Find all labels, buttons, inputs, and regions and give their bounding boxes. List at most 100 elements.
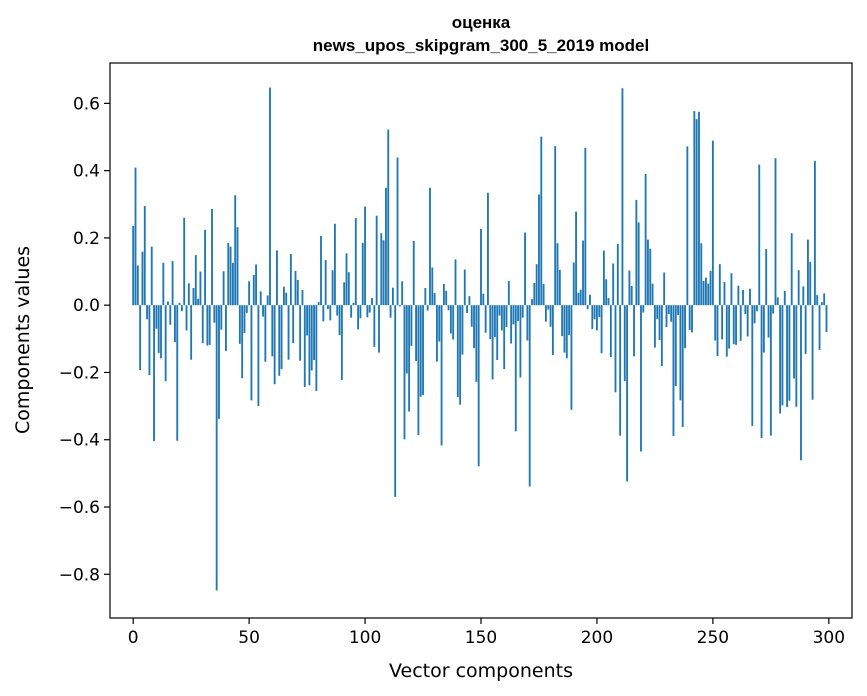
bar [693, 111, 696, 306]
bar [512, 305, 515, 325]
bar [350, 305, 353, 318]
bar [670, 305, 673, 322]
y-tick-label: 0.0 [73, 296, 100, 316]
bar [779, 305, 782, 414]
bar [454, 259, 457, 306]
bar [431, 267, 434, 306]
bar [424, 288, 427, 306]
bar [132, 225, 135, 306]
bar [218, 305, 220, 419]
bar [749, 288, 751, 306]
bar [769, 305, 772, 436]
bar [783, 291, 786, 306]
bar [746, 305, 749, 337]
bar [774, 158, 777, 306]
bar [389, 305, 392, 318]
bar [505, 305, 508, 328]
bar [343, 282, 346, 306]
bar [589, 294, 591, 306]
bar [150, 246, 153, 306]
bar [438, 305, 441, 342]
bar [141, 251, 144, 306]
bar [296, 279, 299, 306]
bar [795, 305, 798, 407]
bar [364, 206, 366, 306]
bar [192, 288, 195, 306]
bar [178, 302, 181, 306]
bar [660, 305, 663, 367]
bar [345, 253, 348, 306]
bar [347, 272, 350, 306]
bar [623, 305, 626, 382]
bar [259, 291, 262, 306]
bar [183, 217, 186, 306]
bar [651, 283, 654, 306]
bar [702, 280, 705, 306]
x-axis: 0 50 100 150 200 250 300 [128, 618, 845, 648]
bar [679, 305, 682, 401]
bar [663, 272, 666, 306]
bar [621, 88, 624, 306]
bar [800, 305, 802, 461]
bar [211, 208, 213, 306]
bar [700, 243, 703, 306]
bar [466, 305, 469, 313]
bar [635, 199, 638, 306]
bar [825, 305, 828, 333]
bar [245, 305, 248, 313]
bar [653, 305, 656, 348]
bar [155, 305, 158, 329]
bar [410, 305, 413, 346]
bar [772, 305, 775, 314]
bar [378, 305, 380, 353]
bar [718, 264, 721, 306]
bar [243, 305, 246, 334]
bar [807, 239, 809, 306]
bar [586, 305, 589, 310]
bar [507, 280, 510, 306]
bar [299, 305, 302, 361]
bar [419, 305, 422, 397]
bar [744, 305, 747, 314]
bar [493, 305, 496, 338]
bar [728, 305, 731, 349]
bar [359, 305, 362, 319]
bar [526, 305, 529, 341]
bar [171, 261, 174, 306]
bar [408, 305, 411, 412]
bar [649, 248, 652, 306]
bar [271, 305, 274, 357]
bar [208, 305, 211, 345]
y-axis: 0.6 0.4 0.2 0.0 −0.2 −0.4 −0.6 −0.8 [59, 94, 110, 585]
bar [762, 305, 765, 353]
bar [415, 305, 417, 362]
bar [677, 305, 680, 315]
bar [616, 243, 619, 306]
bar [315, 305, 318, 391]
bar [331, 270, 334, 306]
bar [577, 292, 580, 306]
bar [547, 305, 550, 310]
bar [405, 305, 408, 374]
bar [227, 242, 230, 306]
bar [403, 305, 406, 440]
bar [215, 305, 218, 591]
bar [338, 305, 341, 336]
bar [714, 305, 717, 341]
bar [596, 305, 598, 331]
bar [320, 235, 322, 306]
bar [262, 305, 264, 317]
bar [229, 246, 232, 306]
bar [373, 305, 376, 347]
x-tick-label: 50 [238, 628, 260, 648]
bar [285, 292, 288, 306]
bar [545, 305, 547, 322]
bar [322, 305, 325, 322]
bar [809, 261, 812, 306]
bar [628, 270, 631, 306]
bar [558, 269, 561, 306]
bar [452, 305, 455, 340]
bar [190, 305, 193, 360]
bar [222, 271, 225, 306]
